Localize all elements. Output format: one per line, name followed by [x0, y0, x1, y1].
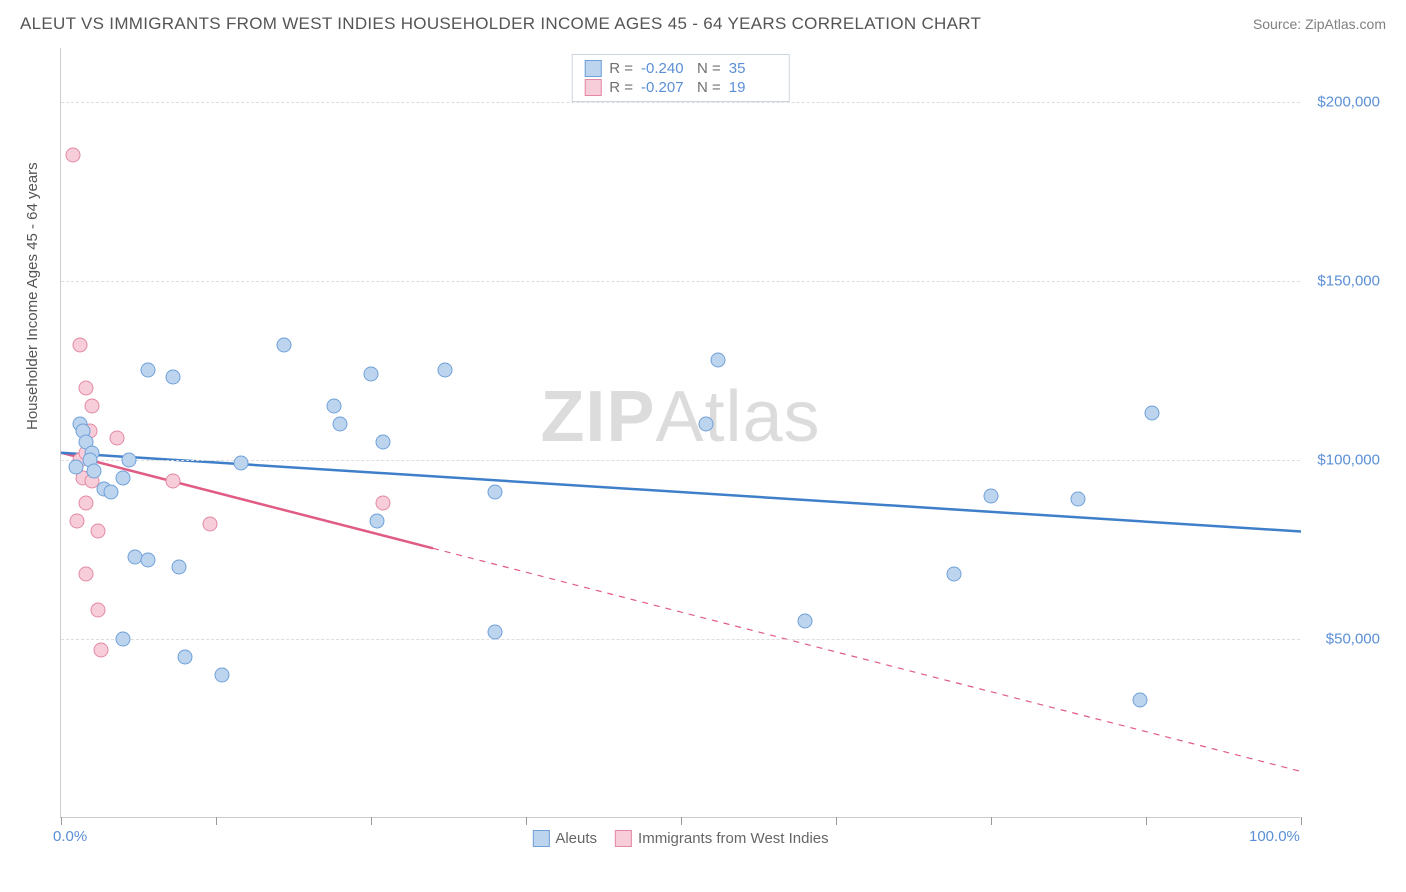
series-a-point	[946, 567, 961, 582]
series-a-point	[178, 649, 193, 664]
x-tick-label: 0.0%	[53, 828, 87, 845]
series-b-point	[202, 517, 217, 532]
series-a-point	[376, 434, 391, 449]
x-tick	[1146, 817, 1147, 825]
series-b-point	[109, 431, 124, 446]
swatch-series-a	[532, 830, 549, 847]
x-tick-label: 100.0%	[1249, 828, 1300, 845]
series-b-point	[78, 495, 93, 510]
series-a-point	[488, 485, 503, 500]
chart-title: ALEUT VS IMMIGRANTS FROM WEST INDIES HOU…	[20, 14, 981, 34]
y-tick-label: $200,000	[1305, 93, 1380, 110]
series-a-point	[438, 363, 453, 378]
series-a-point	[1145, 406, 1160, 421]
x-tick	[526, 817, 527, 825]
series-legend: Aleuts Immigrants from West Indies	[532, 830, 828, 847]
series-b-point	[93, 642, 108, 657]
series-a-point	[116, 470, 131, 485]
series-b-point	[91, 524, 106, 539]
series-b-point	[78, 381, 93, 396]
legend-row-b: R = -0.207 N = 19	[584, 78, 777, 97]
trend-lines-layer	[61, 48, 1300, 817]
series-a-point	[277, 338, 292, 353]
series-a-point	[140, 363, 155, 378]
series-a-point	[364, 366, 379, 381]
legend-row-a: R = -0.240 N = 35	[584, 59, 777, 78]
y-tick-label: $150,000	[1305, 272, 1380, 289]
swatch-series-b	[584, 79, 601, 96]
series-a-point	[165, 370, 180, 385]
chart-header: ALEUT VS IMMIGRANTS FROM WEST INDIES HOU…	[0, 0, 1406, 42]
series-a-point	[370, 513, 385, 528]
gridline	[61, 102, 1300, 103]
series-a-point	[488, 624, 503, 639]
series-a-point	[798, 614, 813, 629]
series-b-point	[78, 567, 93, 582]
series-a-point	[122, 452, 137, 467]
x-tick	[216, 817, 217, 825]
series-b-point	[72, 338, 87, 353]
source-credit: Source: ZipAtlas.com	[1253, 16, 1386, 32]
series-a-point	[326, 399, 341, 414]
series-a-point	[87, 463, 102, 478]
series-a-point	[215, 667, 230, 682]
x-tick	[371, 817, 372, 825]
legend-item-b: Immigrants from West Indies	[615, 830, 829, 847]
series-b-point	[66, 148, 81, 163]
series-a-point	[711, 352, 726, 367]
series-a-point	[1070, 492, 1085, 507]
plot-container: ZIPAtlas R = -0.240 N = 35 R = -0.207 N …	[60, 48, 1386, 818]
series-a-point	[233, 456, 248, 471]
x-tick	[61, 817, 62, 825]
legend-item-a: Aleuts	[532, 830, 597, 847]
x-tick	[836, 817, 837, 825]
swatch-series-b	[615, 830, 632, 847]
series-a-point	[140, 553, 155, 568]
series-a-point	[333, 417, 348, 432]
y-tick-label: $100,000	[1305, 451, 1380, 468]
series-a-point	[171, 560, 186, 575]
plot-area: ZIPAtlas R = -0.240 N = 35 R = -0.207 N …	[60, 48, 1300, 818]
gridline	[61, 281, 1300, 282]
series-a-point	[698, 417, 713, 432]
series-b-point	[85, 399, 100, 414]
series-a-point	[1132, 692, 1147, 707]
x-tick	[681, 817, 682, 825]
y-axis-title: Householder Income Ages 45 - 64 years	[24, 162, 41, 430]
series-b-point	[165, 474, 180, 489]
series-b-point	[376, 495, 391, 510]
series-a-point	[103, 485, 118, 500]
series-b-point	[70, 513, 85, 528]
correlation-legend: R = -0.240 N = 35 R = -0.207 N = 19	[571, 54, 790, 102]
swatch-series-a	[584, 60, 601, 77]
x-tick	[1301, 817, 1302, 825]
gridline	[61, 639, 1300, 640]
series-a-point	[116, 631, 131, 646]
series-a-point	[68, 460, 83, 475]
series-b-point	[91, 603, 106, 618]
y-tick-label: $50,000	[1305, 630, 1380, 647]
series-a-point	[984, 488, 999, 503]
x-tick	[991, 817, 992, 825]
